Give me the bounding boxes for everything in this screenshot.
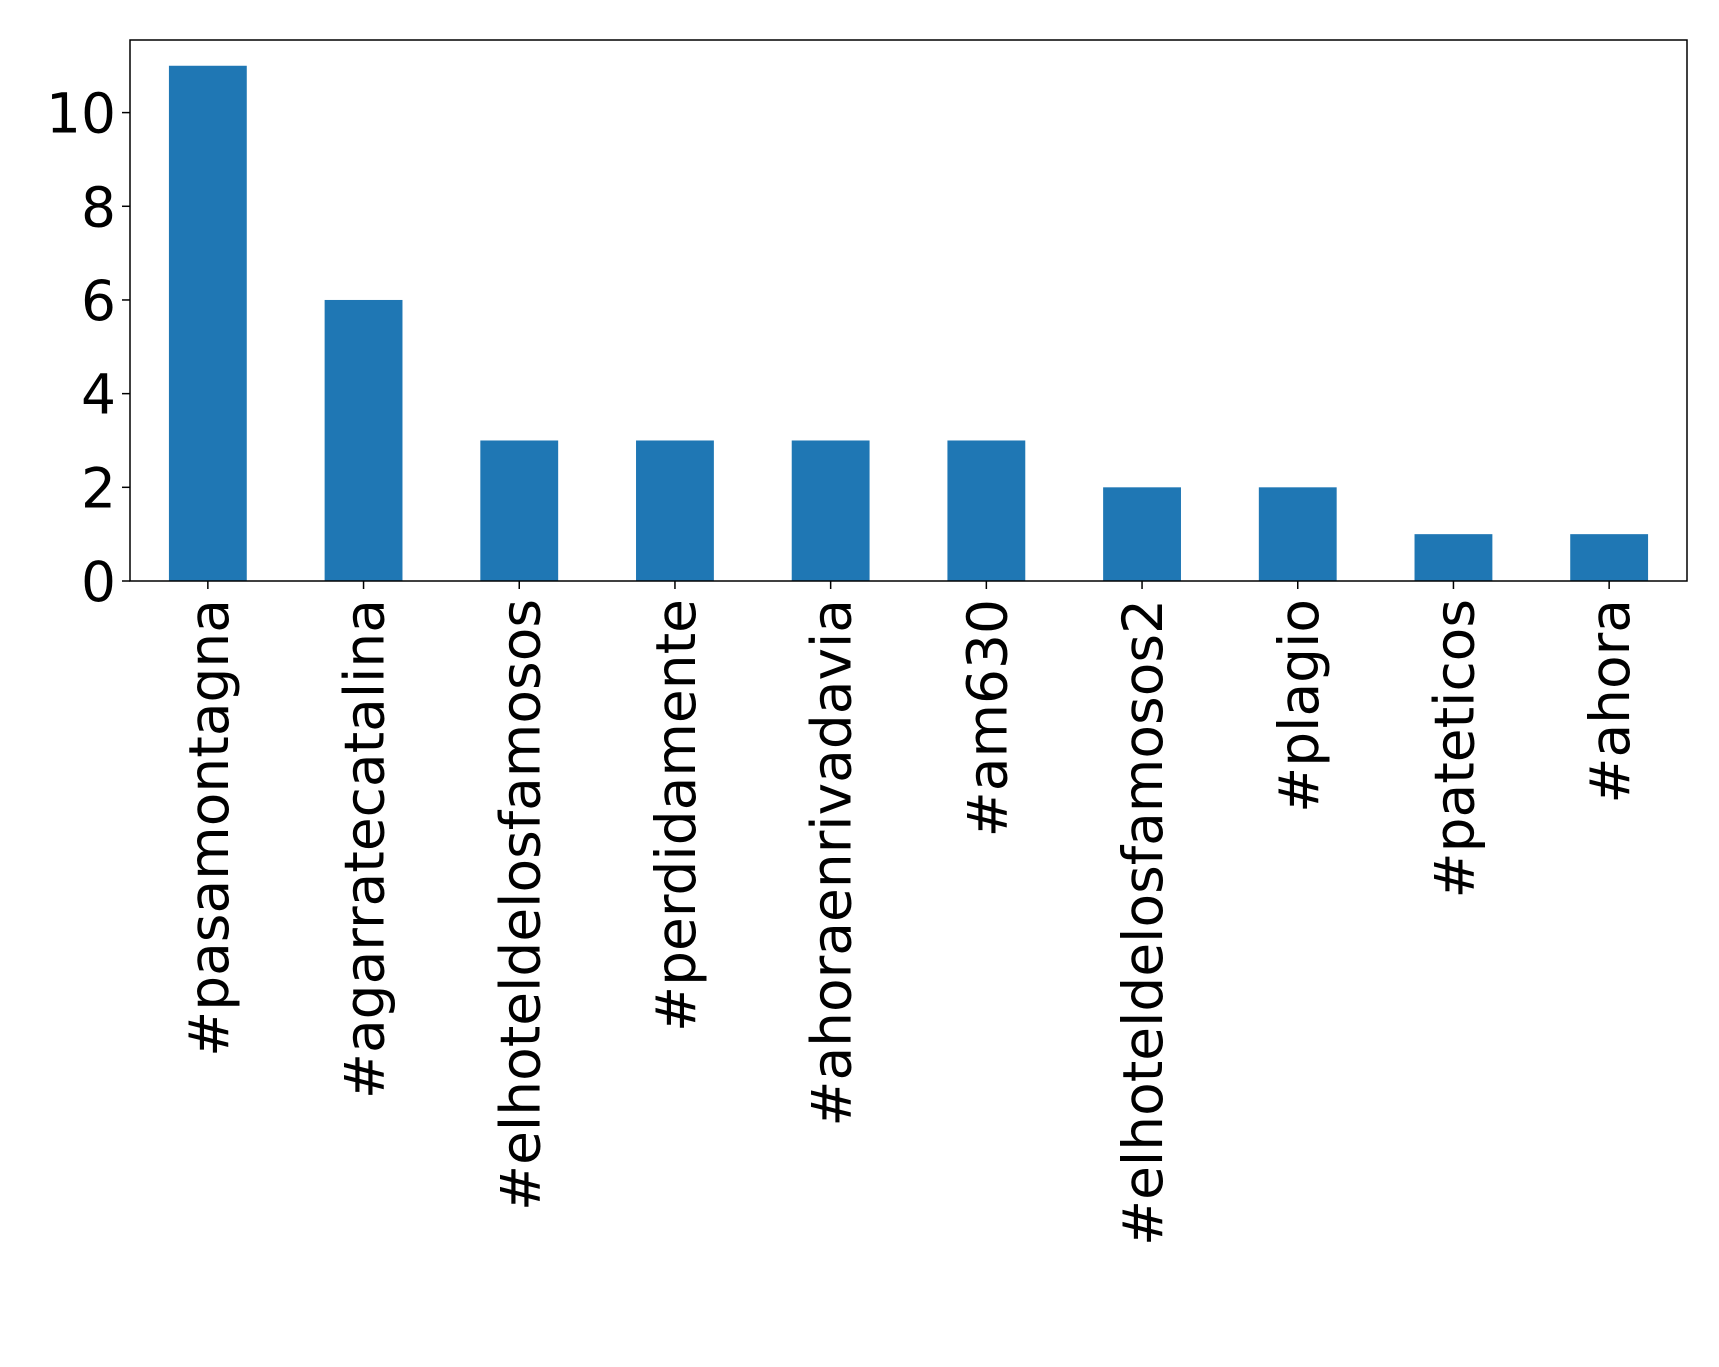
x-tick-label: #perdidamente: [644, 599, 708, 1032]
x-tick-label: #ahora: [1578, 599, 1642, 804]
y-tick-label: 8: [81, 175, 116, 239]
bar: [1570, 534, 1649, 581]
x-tick-label: #ahoraenrivadavia: [800, 599, 864, 1127]
bar: [480, 440, 559, 581]
y-tick-label: 10: [46, 82, 116, 146]
y-tick-label: 2: [81, 456, 116, 520]
x-tick-label: #elhoteldelosfamosos2: [1111, 599, 1175, 1246]
bar: [1258, 487, 1337, 581]
x-tick-label: #pateticos: [1422, 599, 1486, 899]
bar: [324, 299, 403, 581]
x-tick-label: #am630: [955, 599, 1019, 837]
bar: [168, 65, 247, 581]
bar: [791, 440, 870, 581]
bar: [1414, 534, 1493, 581]
bar: [947, 440, 1026, 581]
x-tick-label: #plagio: [1267, 599, 1331, 813]
plot-frame: [129, 39, 1688, 582]
y-tick-label: 6: [81, 269, 116, 333]
x-tick-label: #elhoteldelosfamosos: [488, 599, 552, 1211]
y-tick-label: 0: [81, 550, 116, 614]
x-tick-label: #agarratecatalina: [333, 599, 397, 1099]
x-tick-label: #pasamontagna: [177, 599, 241, 1057]
bar: [1103, 487, 1181, 581]
bar: [636, 440, 714, 581]
y-tick-label: 4: [81, 363, 116, 427]
